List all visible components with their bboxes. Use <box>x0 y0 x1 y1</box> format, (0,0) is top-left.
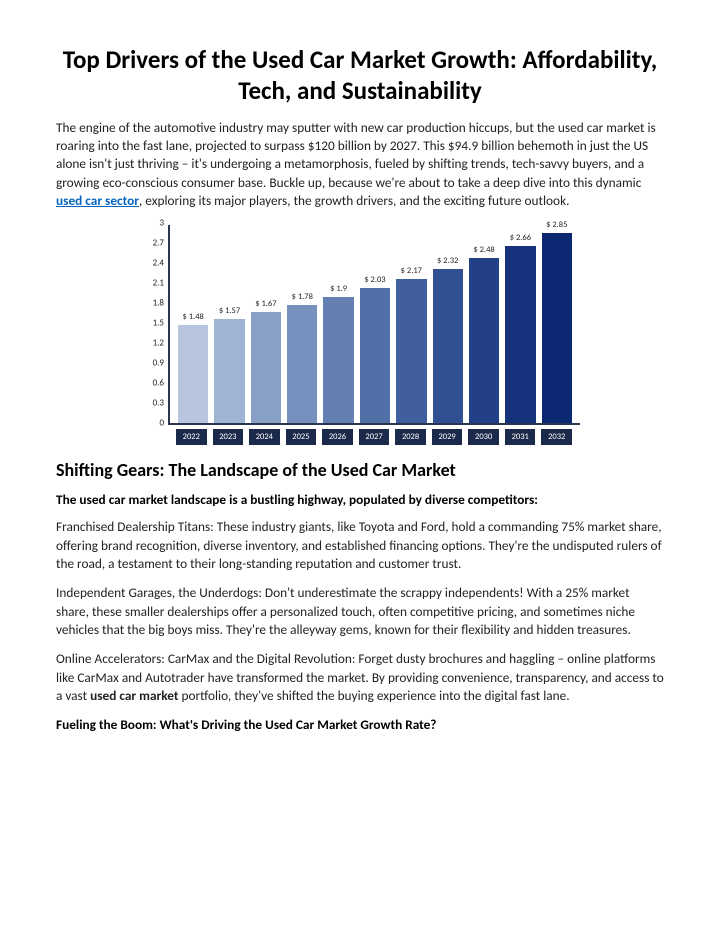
y-tick-label: 3 <box>140 218 164 229</box>
page-title: Top Drivers of the Used Car Market Growt… <box>56 44 664 107</box>
bar-value-label: $ 1.78 <box>292 292 313 302</box>
bar-rect <box>251 312 281 423</box>
market-chart: $ 1.48 $ 1.57 $ 1.67 $ 1.78 $ 1.9 $ 2.03 $ 2.1… <box>140 221 580 445</box>
chart-bar: $ 2.17 <box>396 266 426 424</box>
x-axis-year: 2028 <box>395 429 426 445</box>
section-heading: Shifting Gears: The Landscape of the Use… <box>56 459 664 481</box>
chart-bar: $ 1.78 <box>287 292 317 424</box>
y-tick-label: 2.4 <box>140 258 164 269</box>
bar-value-label: $ 2.03 <box>364 275 385 285</box>
bar-value-label: $ 2.85 <box>546 220 567 230</box>
bar-rect <box>287 305 317 424</box>
y-tick-label: 0.9 <box>140 358 164 369</box>
x-axis-year: 2030 <box>468 429 499 445</box>
bar-rect <box>469 258 499 423</box>
bar-rect <box>214 319 244 424</box>
bar-value-label: $ 1.57 <box>219 306 240 316</box>
chart-bars: $ 1.48 $ 1.57 $ 1.67 $ 1.78 $ 1.9 $ 2.03 $ 2.1… <box>170 225 580 423</box>
y-tick-label: 0.6 <box>140 378 164 389</box>
bar-rect <box>323 297 353 424</box>
chart-bar: $ 2.48 <box>469 245 499 423</box>
bar-value-label: $ 1.9 <box>330 284 347 294</box>
y-tick-label: 1.5 <box>140 318 164 329</box>
chart-bar: $ 2.32 <box>433 256 463 424</box>
y-tick-label: 1.8 <box>140 298 164 309</box>
chart-x-axis: 2022 2023 2024 2025 2026 2027 2028 2029 2030 2031… <box>168 429 580 445</box>
x-axis-year: 2027 <box>359 429 390 445</box>
y-tick-label: 0.3 <box>140 398 164 409</box>
y-tick-label: 2.1 <box>140 278 164 289</box>
chart-bar: $ 2.66 <box>505 233 535 423</box>
y-tick-label: 0 <box>140 418 164 429</box>
x-axis-year: 2024 <box>249 429 280 445</box>
chart-bar: $ 2.85 <box>542 220 572 423</box>
x-axis-year: 2025 <box>286 429 317 445</box>
bar-value-label: $ 2.48 <box>473 245 494 255</box>
chart-bar: $ 1.48 <box>178 312 208 424</box>
intro-pre: The engine of the automotive industry ma… <box>56 119 656 191</box>
closing-bold: Fueling the Boom: What's Driving the Use… <box>56 716 664 733</box>
intro-paragraph: The engine of the automotive industry ma… <box>56 119 664 211</box>
x-axis-year: 2031 <box>505 429 536 445</box>
x-axis-year: 2026 <box>322 429 353 445</box>
bar-value-label: $ 1.67 <box>255 299 276 309</box>
chart-bar: $ 2.03 <box>360 275 390 423</box>
paragraph-online: Online Accelerators: CarMax and the Digi… <box>56 650 664 705</box>
p3-bold: used car market <box>90 687 178 704</box>
x-axis-year: 2032 <box>541 429 572 445</box>
x-axis-year: 2029 <box>432 429 463 445</box>
bar-value-label: $ 2.17 <box>401 266 422 276</box>
bar-rect <box>360 288 390 423</box>
x-axis-year: 2023 <box>213 429 244 445</box>
bar-rect <box>433 269 463 424</box>
bar-rect <box>505 246 535 423</box>
chart-bar: $ 1.57 <box>214 306 244 424</box>
p3-post: portfolio, they've shifted the buying ex… <box>178 687 569 704</box>
paragraph-franchised: Franchised Dealership Titans: These indu… <box>56 518 664 573</box>
paragraph-independent: Independent Garages, the Underdogs: Don'… <box>56 584 664 639</box>
x-axis-year: 2022 <box>176 429 207 445</box>
intro-post: , exploring its major players, the growt… <box>139 192 569 209</box>
bar-rect <box>396 279 426 424</box>
chart-plot-area: $ 1.48 $ 1.57 $ 1.67 $ 1.78 $ 1.9 $ 2.03 $ 2.1… <box>168 225 580 425</box>
chart-bar: $ 1.67 <box>251 299 281 423</box>
y-tick-label: 2.7 <box>140 238 164 249</box>
chart-bar: $ 1.9 <box>323 284 353 424</box>
bar-rect <box>542 233 572 423</box>
bar-value-label: $ 2.32 <box>437 256 458 266</box>
bar-value-label: $ 1.48 <box>183 312 204 322</box>
y-tick-label: 1.2 <box>140 338 164 349</box>
bar-rect <box>178 325 208 424</box>
bar-value-label: $ 2.66 <box>510 233 531 243</box>
section-lead: The used car market landscape is a bustl… <box>56 491 664 508</box>
used-car-sector-link[interactable]: used car sector <box>56 192 139 209</box>
